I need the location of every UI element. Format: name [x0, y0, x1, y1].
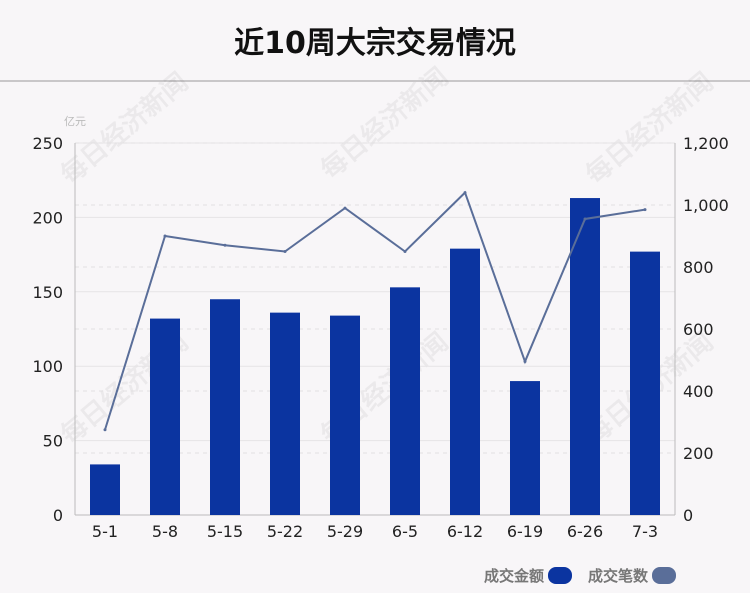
x-tick-5-22: 5-22 [267, 522, 303, 541]
y-right-tick-1000: 1,000 [683, 196, 729, 215]
chart-title: 近10周大宗交易情况 [234, 26, 516, 61]
bar-5-1 [90, 464, 120, 515]
y-left-tick-100: 100 [32, 357, 63, 376]
legend-item-count: 成交笔数 [588, 565, 677, 586]
y-left-tick-200: 200 [32, 208, 63, 227]
line-series-count [104, 190, 646, 431]
x-tick-5-29: 5-29 [327, 522, 363, 541]
line-point-6-19 [523, 360, 527, 364]
x-tick-5-15: 5-15 [207, 522, 243, 541]
x-tick-6-5: 6-5 [392, 522, 418, 541]
legend-swatch-count [652, 566, 677, 584]
watermark-0: 每日经济新闻 [55, 66, 194, 190]
legend-label-count: 成交笔数 [588, 566, 649, 585]
bar-7-3 [630, 251, 660, 515]
legend-label-amount: 成交金额 [484, 566, 545, 585]
bar-6-26 [570, 198, 600, 515]
y-right-tick-600: 600 [683, 320, 714, 339]
watermark-1: 每日经济新闻 [315, 61, 454, 185]
y-right-tick-0: 0 [683, 506, 693, 525]
legend: 成交金额 成交笔数 [484, 562, 677, 588]
line-point-5-1 [103, 428, 107, 432]
bar-5-15 [210, 299, 240, 515]
y-right-tick-800: 800 [683, 258, 714, 277]
line-point-5-8 [163, 234, 167, 238]
x-tick-6-26: 6-26 [567, 522, 603, 541]
watermark-2: 每日经济新闻 [580, 66, 719, 190]
y-right-tick-400: 400 [683, 382, 714, 401]
line-point-6-5 [403, 250, 407, 253]
y-left-unit: 亿元 [64, 115, 86, 128]
y-left-tick-150: 150 [32, 283, 63, 302]
y-left-tick-50: 50 [43, 432, 63, 451]
header: 近10周大宗交易情况 [0, 0, 750, 82]
bar-6-19 [510, 381, 540, 515]
y-right-tick-1200: 1,200 [683, 134, 729, 153]
x-tick-6-12: 6-12 [447, 522, 483, 541]
bar-5-8 [150, 318, 180, 515]
legend-item-amount: 成交金额 [484, 565, 573, 586]
x-tick-6-19: 6-19 [507, 522, 543, 541]
line-point-6-12 [463, 191, 467, 195]
y-left-tick-0: 0 [53, 506, 63, 525]
line-point-6-26 [583, 217, 587, 221]
bar-6-12 [450, 248, 480, 515]
line-point-5-29 [343, 206, 347, 210]
x-tick-7-3: 7-3 [632, 522, 658, 541]
line-point-5-22 [283, 250, 287, 253]
x-tick-5-8: 5-8 [152, 522, 178, 541]
y-right-tick-200: 200 [683, 444, 714, 463]
line-point-5-15 [223, 243, 227, 247]
bar-6-5 [390, 287, 420, 515]
bar-5-22 [270, 312, 300, 515]
line-point-7-3 [643, 208, 647, 212]
legend-swatch-amount [548, 566, 573, 584]
x-tick-5-1: 5-1 [92, 522, 118, 541]
y-left-tick-250: 250 [32, 134, 63, 153]
bar-5-29 [330, 315, 360, 515]
